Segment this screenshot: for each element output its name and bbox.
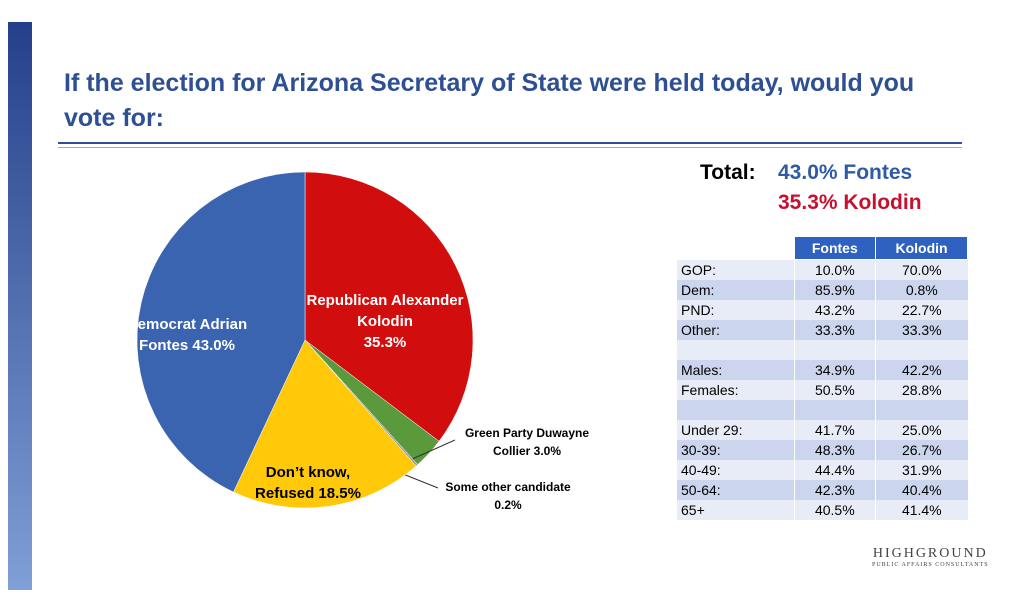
row-label: Dem: xyxy=(676,280,795,300)
header-blank xyxy=(676,236,795,260)
row-label: Other: xyxy=(676,320,795,340)
slice-name: Don’t know, Refused xyxy=(255,464,351,502)
row-label: Males: xyxy=(676,360,795,380)
spacer-cell xyxy=(793,340,876,360)
total-label: Total: xyxy=(700,161,756,184)
value-cell: 28.8% xyxy=(875,380,968,400)
value-cell: 40.4% xyxy=(875,480,968,500)
row-label: Under 29: xyxy=(676,420,795,440)
row-label: 40-49: xyxy=(676,460,795,480)
table-row: Females: 50.5% 28.8% xyxy=(676,380,968,400)
spacer-cell xyxy=(875,400,968,420)
value-cell: 0.8% xyxy=(875,280,968,300)
value-cell: 10.0% xyxy=(793,259,876,280)
slice-value: 3.0% xyxy=(533,444,562,458)
slice-name: Green Party Duwayne Collier xyxy=(464,426,590,458)
table-row: PND: 43.2% 22.7% xyxy=(676,300,968,320)
value-cell: 25.0% xyxy=(875,420,968,440)
value-cell: 42.2% xyxy=(875,360,968,380)
value-cell: 48.3% xyxy=(793,440,876,460)
table-row: Males: 34.9% 42.2% xyxy=(676,360,968,380)
slice-name: Republican Alexander Kolodin xyxy=(306,292,464,330)
value-cell: 70.0% xyxy=(875,259,968,280)
table-row: GOP: 10.0% 70.0% xyxy=(676,259,968,280)
sidebar xyxy=(8,22,32,590)
value-cell: 44.4% xyxy=(793,460,876,480)
table-row xyxy=(676,340,968,360)
value-cell: 40.5% xyxy=(793,500,876,520)
slice-value: 0.2% xyxy=(494,498,522,512)
slice-label: Green Party Duwayne Collier 3.0% xyxy=(452,424,602,460)
pie-chart xyxy=(136,171,474,509)
value-cell: 33.3% xyxy=(875,320,968,340)
spacer-cell xyxy=(793,400,876,420)
slice-label: Democrat Adrian Fontes 43.0% xyxy=(112,314,262,356)
title-rule xyxy=(58,142,962,148)
slice-value: 18.5% xyxy=(318,485,361,502)
spacer-cell xyxy=(676,400,795,420)
value-cell: 41.4% xyxy=(875,500,968,520)
pie-slice xyxy=(233,339,417,509)
slice-label: Some other candidate 0.2% xyxy=(438,478,578,514)
table-row: Under 29: 41.7% 25.0% xyxy=(676,420,968,440)
row-label: 30-39: xyxy=(676,440,795,460)
column-header: Kolodin xyxy=(875,236,968,260)
column-header: Fontes xyxy=(793,236,877,260)
logo: HIGHGROUND PUBLIC AFFAIRS CONSULTANTS xyxy=(872,546,989,568)
table-row: 65+ 40.5% 41.4% xyxy=(676,500,968,520)
row-label: GOP: xyxy=(676,259,795,280)
slice-label: Republican Alexander Kolodin 35.3% xyxy=(305,290,465,353)
crosstab: Fontes Kolodin GOP: 10.0% 70.0% Dem: 85.9% 0.8%… xyxy=(676,236,968,520)
slice-value: 43.0% xyxy=(192,337,235,354)
row-label: 65+ xyxy=(676,500,795,520)
value-cell: 43.2% xyxy=(793,300,876,320)
slice-value: 35.3% xyxy=(363,334,407,351)
table-row xyxy=(676,400,968,420)
value-cell: 31.9% xyxy=(875,460,968,480)
value-cell: 33.3% xyxy=(793,320,876,340)
value-cell: 41.7% xyxy=(793,420,876,440)
value-cell: 34.9% xyxy=(793,360,876,380)
spacer-cell xyxy=(875,340,968,360)
slice-name: Some other candidate xyxy=(445,480,571,494)
slice-label: Don’t know, Refused 18.5% xyxy=(238,462,378,504)
leader-line xyxy=(409,439,456,461)
pie-slice xyxy=(304,171,474,442)
value-cell: 26.7% xyxy=(875,440,968,460)
value-cell: 50.5% xyxy=(793,380,876,400)
table-row: Other: 33.3% 33.3% xyxy=(676,320,968,340)
pie-slice xyxy=(136,171,306,493)
row-label: Females: xyxy=(676,380,795,400)
logo-name: HIGHGROUND xyxy=(872,546,988,561)
logo-tagline: PUBLIC AFFAIRS CONSULTANTS xyxy=(872,562,989,568)
row-label: 50-64: xyxy=(676,480,795,500)
spacer-cell xyxy=(676,340,795,360)
total-kolodin: 35.3% Kolodin xyxy=(778,191,922,214)
value-cell: 85.9% xyxy=(793,280,876,300)
value-cell: 42.3% xyxy=(793,480,876,500)
table-row: 40-49: 44.4% 31.9% xyxy=(676,460,968,480)
slice-name: Democrat Adrian Fontes xyxy=(126,316,248,354)
table-row: 50-64: 42.3% 40.4% xyxy=(676,480,968,500)
total-fontes: 43.0% Fontes xyxy=(778,161,913,184)
slide-title: If the election for Arizona Secretary of… xyxy=(64,69,915,132)
table-row: 30-39: 48.3% 26.7% xyxy=(676,440,968,460)
value-cell: 22.7% xyxy=(875,300,968,320)
row-label: PND: xyxy=(676,300,795,320)
table-row: Dem: 85.9% 0.8% xyxy=(676,280,968,300)
